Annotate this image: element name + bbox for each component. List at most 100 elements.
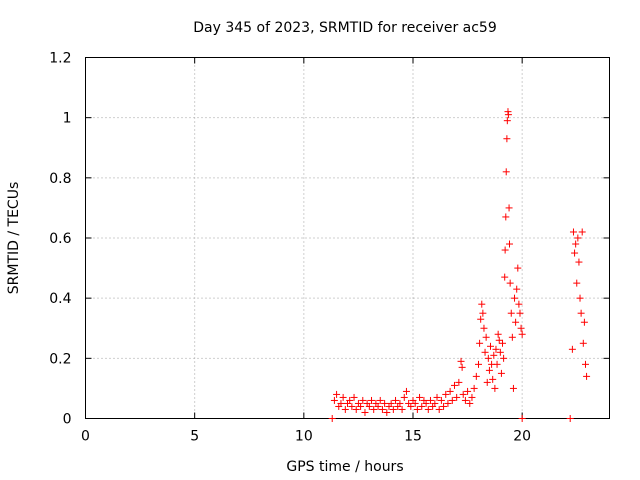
data-point xyxy=(513,285,521,293)
data-point xyxy=(411,399,419,407)
data-point xyxy=(472,372,480,380)
data-point xyxy=(517,324,525,332)
data-point xyxy=(426,396,434,404)
data-point xyxy=(400,393,408,401)
data-point xyxy=(424,405,432,413)
data-point xyxy=(464,387,472,395)
data-point xyxy=(503,117,511,125)
y-tick-label: 1 xyxy=(63,111,72,127)
data-point xyxy=(506,240,514,248)
data-point xyxy=(477,315,485,323)
y-axis-title: SRMTID / TECUs xyxy=(6,182,22,295)
x-tick-label: 15 xyxy=(404,429,422,445)
data-point xyxy=(383,408,391,416)
data-point xyxy=(494,330,502,338)
data-point xyxy=(575,258,583,266)
y-tick-label: 0.2 xyxy=(49,351,71,367)
data-point xyxy=(450,381,458,389)
data-point xyxy=(569,228,577,236)
data-point xyxy=(497,369,505,377)
data-point xyxy=(475,360,482,368)
data-point xyxy=(435,405,443,413)
data-point xyxy=(483,378,491,386)
chart-title: Day 345 of 2023, SRMTID for receiver ac5… xyxy=(193,20,497,36)
y-tick-label: 1.2 xyxy=(49,51,71,67)
data-point xyxy=(476,339,484,347)
data-point xyxy=(479,309,487,317)
data-point xyxy=(493,360,501,368)
data-point xyxy=(461,396,469,404)
data-point xyxy=(501,273,509,281)
data-point xyxy=(418,402,426,410)
data-point xyxy=(402,387,410,395)
data-point xyxy=(576,294,584,302)
data-point xyxy=(378,405,386,413)
grid-lines xyxy=(85,57,610,419)
x-axis-title: GPS time / hours xyxy=(286,459,403,475)
data-point xyxy=(480,324,488,332)
data-point xyxy=(333,390,341,398)
data-point xyxy=(502,168,510,176)
data-point xyxy=(368,396,376,404)
y-tick-label: 0.6 xyxy=(49,231,71,247)
data-point xyxy=(416,393,424,401)
data-point xyxy=(499,339,507,347)
data-point xyxy=(328,415,336,422)
data-point xyxy=(357,402,365,410)
data-point xyxy=(511,294,519,302)
data-point xyxy=(509,384,517,392)
data-point xyxy=(573,279,581,287)
data-point xyxy=(580,318,588,326)
data-point xyxy=(348,402,356,410)
y-tick-label: 0.8 xyxy=(49,171,71,187)
data-point xyxy=(470,384,478,392)
data-point xyxy=(481,348,489,356)
data-point xyxy=(337,399,345,407)
axis-ticks xyxy=(85,57,610,419)
data-point xyxy=(359,396,367,404)
data-point xyxy=(516,309,524,317)
data-point xyxy=(407,402,415,410)
data-point xyxy=(492,345,500,353)
data-point xyxy=(490,351,498,359)
data-point xyxy=(398,405,406,413)
data-point xyxy=(485,366,493,374)
data-points xyxy=(328,108,591,422)
data-point xyxy=(572,240,580,248)
data-point xyxy=(496,348,504,356)
data-point xyxy=(489,375,497,383)
data-point xyxy=(370,405,378,413)
data-point xyxy=(350,393,358,401)
x-tick-label: 0 xyxy=(81,429,90,445)
data-point xyxy=(457,357,465,365)
data-point xyxy=(413,405,421,413)
data-point xyxy=(392,396,400,404)
data-point xyxy=(433,393,441,401)
data-point xyxy=(583,372,591,380)
data-point xyxy=(487,342,495,350)
data-point xyxy=(581,360,589,368)
x-tick-label: 5 xyxy=(190,429,199,445)
data-point xyxy=(482,333,490,341)
data-point xyxy=(491,384,499,392)
data-point xyxy=(437,396,445,404)
data-point xyxy=(502,213,510,221)
data-point xyxy=(468,393,476,401)
tick-labels: 0 5 10 15 20 0 0.2 0.4 0.6 0.8 1 1.2 xyxy=(49,51,531,445)
data-point xyxy=(339,393,347,401)
data-point xyxy=(448,396,456,404)
data-point xyxy=(440,402,448,410)
data-point xyxy=(387,399,395,407)
data-point xyxy=(495,336,503,344)
y-tick-label: 0.4 xyxy=(49,291,71,307)
data-point xyxy=(458,363,466,371)
data-point xyxy=(444,399,452,407)
data-point xyxy=(459,390,467,398)
data-point xyxy=(506,279,514,287)
data-point xyxy=(376,396,384,404)
data-point xyxy=(466,399,474,407)
data-point xyxy=(514,264,522,272)
